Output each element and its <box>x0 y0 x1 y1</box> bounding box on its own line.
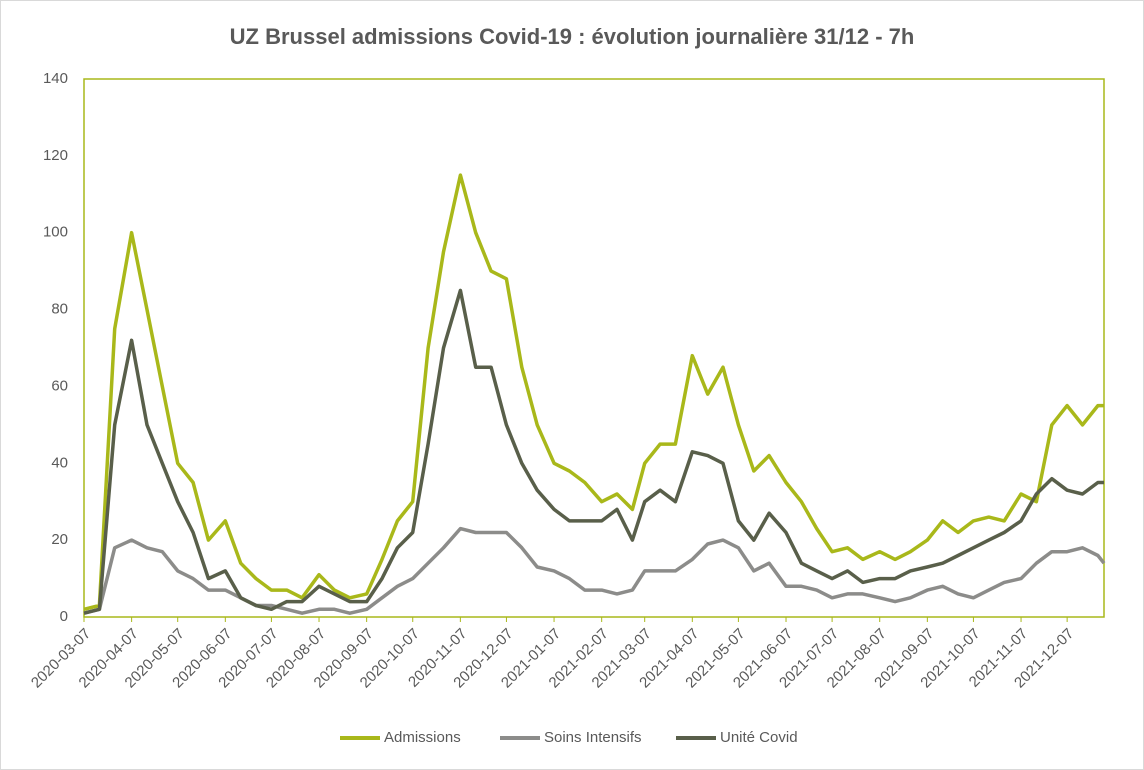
series-line <box>83 173 1104 611</box>
y-tick-label: 20 <box>51 531 68 548</box>
y-tick-label: 80 <box>51 301 68 318</box>
legend-label: Admissions <box>384 729 461 746</box>
y-tick-label: 140 <box>43 70 68 87</box>
y-tick-label: 60 <box>51 377 68 394</box>
series-line <box>83 288 1104 615</box>
legend-label: Soins Intensifs <box>544 729 642 746</box>
y-tick-label: 0 <box>60 608 68 625</box>
y-tick-label: 100 <box>43 224 68 241</box>
plot-area <box>83 78 1105 618</box>
legend-label: Unité Covid <box>720 729 798 746</box>
y-tick-label: 40 <box>51 454 68 471</box>
chart-title: UZ Brussel admissions Covid-19 : évoluti… <box>230 24 915 49</box>
y-tick-label: 120 <box>43 147 68 164</box>
